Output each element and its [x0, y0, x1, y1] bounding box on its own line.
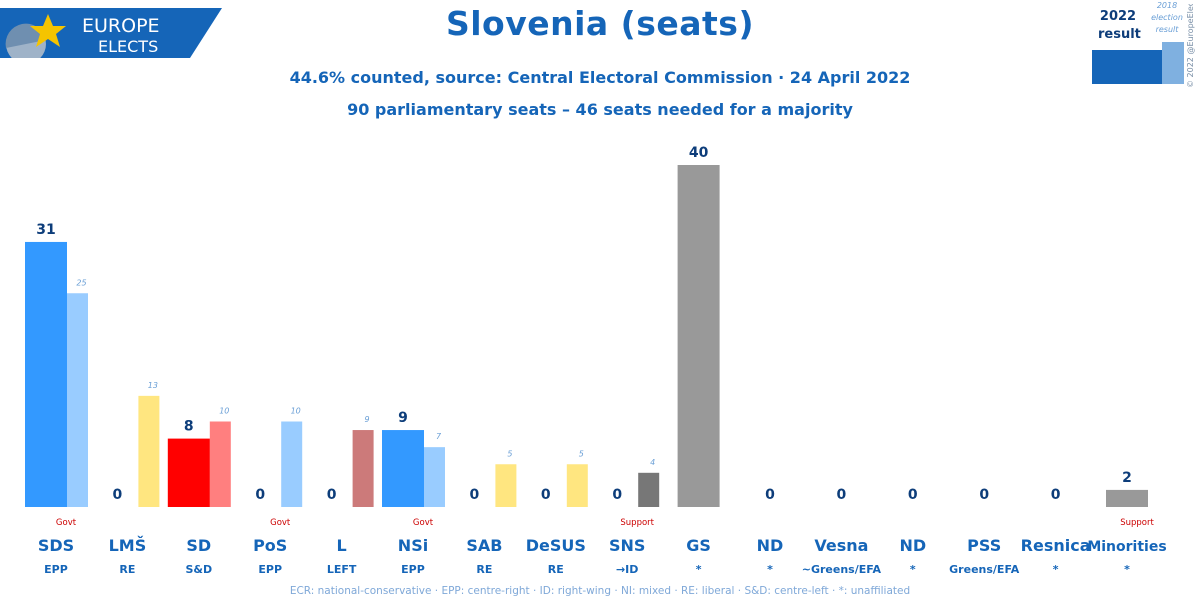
- label-2022-15: 2: [1122, 470, 1132, 486]
- label-2022-2: 8: [184, 419, 194, 435]
- label-2018-1: 13: [148, 381, 158, 390]
- group-14: *: [1053, 563, 1059, 576]
- logo-line1: EUROPE: [82, 15, 160, 37]
- bar-2018-5: [424, 447, 445, 507]
- category-5: NSi: [398, 536, 428, 555]
- group-11: ~Greens/EFA: [802, 563, 882, 576]
- label-2022-13: 0: [979, 487, 989, 503]
- group-7: RE: [548, 563, 564, 576]
- status-5: Govt: [413, 518, 434, 528]
- chart-subtitle: 44.6% counted, source: Central Electoral…: [289, 68, 911, 87]
- label-2018-8: 4: [650, 458, 655, 467]
- europe-elects-logo: EUROPE ELECTS: [0, 8, 222, 58]
- logo-line2: ELECTS: [98, 37, 158, 56]
- group-0: EPP: [44, 563, 68, 576]
- label-2022-12: 0: [908, 487, 918, 503]
- label-2018-2: 10: [219, 407, 229, 416]
- bar-2018-2: [209, 421, 231, 507]
- legend-current-swatch: [1092, 50, 1162, 84]
- group-13: Greens/EFA: [949, 563, 1020, 576]
- group-10: *: [767, 563, 773, 576]
- group-15: *: [1124, 563, 1130, 576]
- group-5: EPP: [401, 563, 425, 576]
- bar-2018-4: [352, 430, 374, 507]
- copyright-note: © 2022 @EuropeElects: [1186, 4, 1195, 88]
- bar-2018-3: [281, 421, 303, 507]
- bar-2018-8: [638, 472, 660, 507]
- status-8: Support: [620, 518, 654, 528]
- label-2022-4: 0: [327, 487, 337, 503]
- bar-2022-9: [677, 165, 720, 507]
- label-2022-8: 0: [612, 487, 622, 503]
- group-12: *: [910, 563, 916, 576]
- bar-2018-7: [566, 464, 588, 507]
- label-2018-4: 9: [365, 415, 370, 424]
- category-7: DeSUS: [526, 536, 586, 555]
- label-2022-5: 9: [398, 410, 408, 426]
- group-2: S&D: [185, 563, 212, 576]
- footnote: ECR: national-conservative · EPP: centre…: [289, 585, 911, 597]
- chart-subtitle-2: 90 parliamentary seats – 46 seats needed…: [347, 100, 853, 119]
- label-2022-11: 0: [837, 487, 847, 503]
- group-4: LEFT: [327, 563, 357, 576]
- svg-text:© 2022 @EuropeElects: © 2022 @EuropeElects: [1186, 4, 1195, 88]
- label-2018-6: 5: [507, 449, 512, 458]
- label-2022-6: 0: [470, 487, 480, 503]
- bar-2018-1: [138, 395, 160, 507]
- label-2018-0: 25: [76, 278, 86, 287]
- category-15: Minorities: [1087, 539, 1166, 555]
- category-13: PSS: [967, 536, 1001, 555]
- group-9: *: [696, 563, 702, 576]
- status-0: Govt: [56, 518, 77, 528]
- category-3: PoS: [253, 536, 287, 555]
- legend-previous-swatch: [1162, 42, 1184, 84]
- bar-2018-0: [67, 293, 88, 507]
- status-3: Govt: [270, 518, 291, 528]
- category-8: SNS: [609, 536, 645, 555]
- label-2022-0: 31: [36, 222, 55, 238]
- bar-2018-6: [495, 464, 517, 507]
- category-10: ND: [757, 536, 784, 555]
- category-1: LMŠ: [109, 536, 147, 555]
- bar-2022-2: [167, 438, 210, 507]
- label-2022-3: 0: [255, 487, 265, 503]
- label-2022-9: 40: [689, 145, 709, 161]
- label-2018-3: 10: [291, 407, 301, 416]
- category-12: ND: [899, 536, 926, 555]
- label-2022-10: 0: [765, 487, 775, 503]
- legend-current-label: 2022 result: [1098, 9, 1141, 42]
- category-11: Vesna: [814, 536, 868, 555]
- category-9: GS: [686, 536, 711, 555]
- label-2022-1: 0: [113, 487, 123, 503]
- group-3: EPP: [258, 563, 282, 576]
- category-0: SDS: [38, 536, 74, 555]
- label-2018-5: 7: [436, 432, 442, 441]
- category-6: SAB: [466, 536, 502, 555]
- label-2022-14: 0: [1051, 487, 1061, 503]
- category-14: Resnica: [1021, 536, 1091, 555]
- category-4: L: [336, 536, 346, 555]
- legend-previous-label: 2018 election result: [1151, 1, 1183, 34]
- group-8: →ID: [616, 563, 638, 576]
- bar-2022-0: [25, 241, 67, 507]
- status-15: Support: [1120, 518, 1154, 528]
- group-6: RE: [476, 563, 492, 576]
- chart-title: Slovenia (seats): [445, 4, 755, 43]
- bar-2022-5: [382, 430, 424, 507]
- label-2018-7: 5: [579, 449, 584, 458]
- category-2: SD: [186, 536, 211, 555]
- group-1: RE: [119, 563, 135, 576]
- bar-2022-15: [1106, 489, 1148, 507]
- label-2022-7: 0: [541, 487, 551, 503]
